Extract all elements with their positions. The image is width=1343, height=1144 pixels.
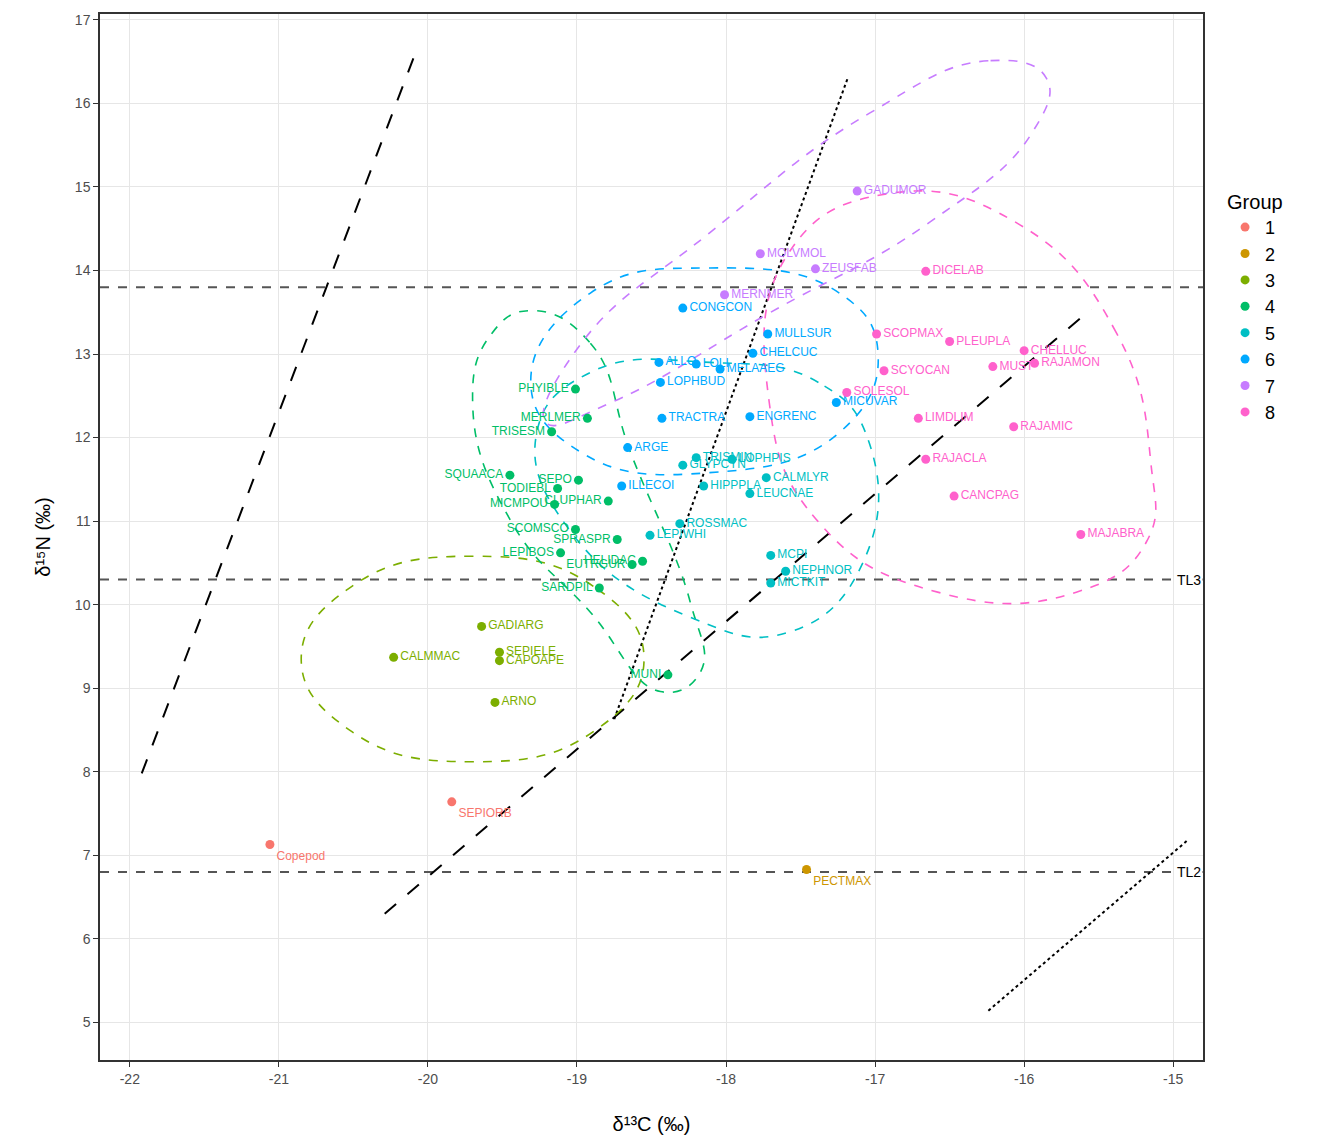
svg-text:CANCPAG: CANCPAG bbox=[961, 488, 1019, 502]
svg-text:MAJABRA: MAJABRA bbox=[1087, 526, 1144, 540]
svg-text:SCYOCAN: SCYOCAN bbox=[891, 363, 950, 377]
svg-text:MUST: MUST bbox=[999, 359, 1034, 373]
svg-text:NEPHNOR: NEPHNOR bbox=[792, 563, 852, 577]
svg-text:LEUCNAE: LEUCNAE bbox=[757, 486, 814, 500]
svg-text:ZEUSFAB: ZEUSFAB bbox=[822, 261, 877, 275]
svg-text:10: 10 bbox=[75, 597, 91, 613]
svg-text:MELAAEG: MELAAEG bbox=[727, 361, 785, 375]
svg-text:CHELLUC: CHELLUC bbox=[1031, 343, 1087, 357]
svg-text:TRISMIN: TRISMIN bbox=[703, 450, 752, 464]
svg-text:6: 6 bbox=[1265, 350, 1275, 370]
svg-text:15: 15 bbox=[75, 179, 91, 195]
svg-text:ALLO: ALLO bbox=[666, 354, 697, 368]
svg-text:SEPIORB: SEPIORB bbox=[458, 806, 511, 820]
svg-text:5: 5 bbox=[1265, 324, 1275, 344]
svg-text:MICUVAR: MICUVAR bbox=[843, 394, 898, 408]
svg-text:ENGRENC: ENGRENC bbox=[757, 409, 817, 423]
svg-text:PECTMAX: PECTMAX bbox=[813, 874, 871, 888]
svg-text:TL3: TL3 bbox=[1177, 572, 1201, 588]
svg-text:LEPIWHI: LEPIWHI bbox=[657, 527, 706, 541]
svg-text:SPRASPR: SPRASPR bbox=[553, 532, 611, 546]
svg-text:14: 14 bbox=[75, 262, 91, 278]
svg-text:MERNMER: MERNMER bbox=[731, 287, 793, 301]
svg-text:-20: -20 bbox=[418, 1071, 438, 1087]
svg-text:MULLSUR: MULLSUR bbox=[774, 326, 832, 340]
svg-text:Copepod: Copepod bbox=[277, 849, 326, 863]
svg-text:δ¹³C (‰): δ¹³C (‰) bbox=[613, 1113, 691, 1135]
svg-text:ROSSMAC: ROSSMAC bbox=[686, 516, 747, 530]
svg-text:RAJAMIC: RAJAMIC bbox=[1020, 419, 1073, 433]
svg-text:17: 17 bbox=[75, 12, 91, 28]
svg-text:HELIDAC: HELIDAC bbox=[584, 553, 636, 567]
svg-text:3: 3 bbox=[1265, 271, 1275, 291]
svg-text:TRACTRA: TRACTRA bbox=[669, 410, 726, 424]
svg-text:CLUPHAR: CLUPHAR bbox=[544, 493, 602, 507]
svg-text:CALMMAC: CALMMAC bbox=[400, 649, 460, 663]
svg-text:-22: -22 bbox=[120, 1071, 140, 1087]
svg-text:SOLESOL: SOLESOL bbox=[853, 384, 909, 398]
svg-text:-16: -16 bbox=[1014, 1071, 1034, 1087]
svg-text:-21: -21 bbox=[269, 1071, 289, 1087]
svg-text:GLYPCYN: GLYPCYN bbox=[689, 457, 745, 471]
svg-text:8: 8 bbox=[1265, 403, 1275, 423]
svg-text:GADUMOR: GADUMOR bbox=[864, 183, 927, 197]
svg-text:ARNO: ARNO bbox=[502, 694, 537, 708]
svg-text:RAJAMON: RAJAMON bbox=[1041, 355, 1100, 369]
svg-text:CHELCUC: CHELCUC bbox=[759, 345, 817, 359]
svg-text:9: 9 bbox=[83, 680, 91, 696]
svg-text:HIPPPLA: HIPPPLA bbox=[710, 478, 761, 492]
svg-text:8: 8 bbox=[83, 764, 91, 780]
svg-text:LEPIBOS: LEPIBOS bbox=[503, 545, 554, 559]
svg-text:TODIEBL: TODIEBL bbox=[500, 481, 551, 495]
svg-text:GADIARG: GADIARG bbox=[488, 618, 543, 632]
svg-text:δ¹⁵N (‰): δ¹⁵N (‰) bbox=[32, 497, 54, 576]
svg-text:MICMPOU: MICMPOU bbox=[490, 496, 548, 510]
svg-text:LIMDLIM: LIMDLIM bbox=[925, 410, 974, 424]
svg-text:-15: -15 bbox=[1163, 1071, 1183, 1087]
svg-text:SEPIELE: SEPIELE bbox=[506, 644, 556, 658]
svg-text:MICTKIT: MICTKIT bbox=[777, 575, 826, 589]
svg-text:MERLMER: MERLMER bbox=[521, 410, 581, 424]
svg-text:RAJACLA: RAJACLA bbox=[932, 451, 986, 465]
svg-text:CONGCON: CONGCON bbox=[689, 300, 752, 314]
svg-text:SQUAACA: SQUAACA bbox=[445, 467, 504, 481]
svg-text:SEPO: SEPO bbox=[538, 472, 571, 486]
svg-text:4: 4 bbox=[1265, 297, 1275, 317]
svg-text:ARGE: ARGE bbox=[634, 440, 668, 454]
svg-text:2: 2 bbox=[1265, 245, 1275, 265]
svg-text:MCPI: MCPI bbox=[777, 547, 807, 561]
svg-text:6: 6 bbox=[83, 931, 91, 947]
svg-text:MOLVMOL: MOLVMOL bbox=[767, 246, 826, 260]
svg-text:SARDPIL: SARDPIL bbox=[541, 580, 593, 594]
svg-text:PLEUPLA: PLEUPLA bbox=[956, 334, 1010, 348]
svg-text:12: 12 bbox=[75, 429, 91, 445]
svg-text:TRISESM: TRISESM bbox=[492, 424, 545, 438]
svg-text:5: 5 bbox=[83, 1014, 91, 1030]
svg-text:DICELAB: DICELAB bbox=[932, 263, 983, 277]
svg-text:TL2: TL2 bbox=[1177, 864, 1201, 880]
svg-text:SCOPMAX: SCOPMAX bbox=[883, 326, 943, 340]
svg-text:LOPHPIS: LOPHPIS bbox=[739, 451, 791, 465]
svg-text:SCOMSCO: SCOMSCO bbox=[507, 521, 569, 535]
svg-text:-17: -17 bbox=[865, 1071, 885, 1087]
svg-text:EUTRGUR: EUTRGUR bbox=[566, 557, 626, 571]
svg-text:LOLI: LOLI bbox=[703, 356, 729, 370]
svg-text:LOPHBUD: LOPHBUD bbox=[667, 374, 725, 388]
svg-text:-19: -19 bbox=[567, 1071, 587, 1087]
svg-text:PHYIBLE: PHYIBLE bbox=[518, 381, 569, 395]
svg-text:16: 16 bbox=[75, 95, 91, 111]
svg-text:ILLECOI: ILLECOI bbox=[628, 478, 674, 492]
svg-text:MUNI: MUNI bbox=[631, 667, 662, 681]
svg-text:7: 7 bbox=[1265, 377, 1275, 397]
svg-text:-18: -18 bbox=[716, 1071, 736, 1087]
svg-text:1: 1 bbox=[1265, 218, 1275, 238]
svg-text:7: 7 bbox=[83, 847, 91, 863]
svg-text:Group: Group bbox=[1227, 191, 1283, 213]
svg-text:CALMLYR: CALMLYR bbox=[773, 470, 829, 484]
svg-text:CAPOAPE: CAPOAPE bbox=[506, 653, 564, 667]
svg-text:13: 13 bbox=[75, 346, 91, 362]
svg-text:11: 11 bbox=[76, 513, 91, 529]
